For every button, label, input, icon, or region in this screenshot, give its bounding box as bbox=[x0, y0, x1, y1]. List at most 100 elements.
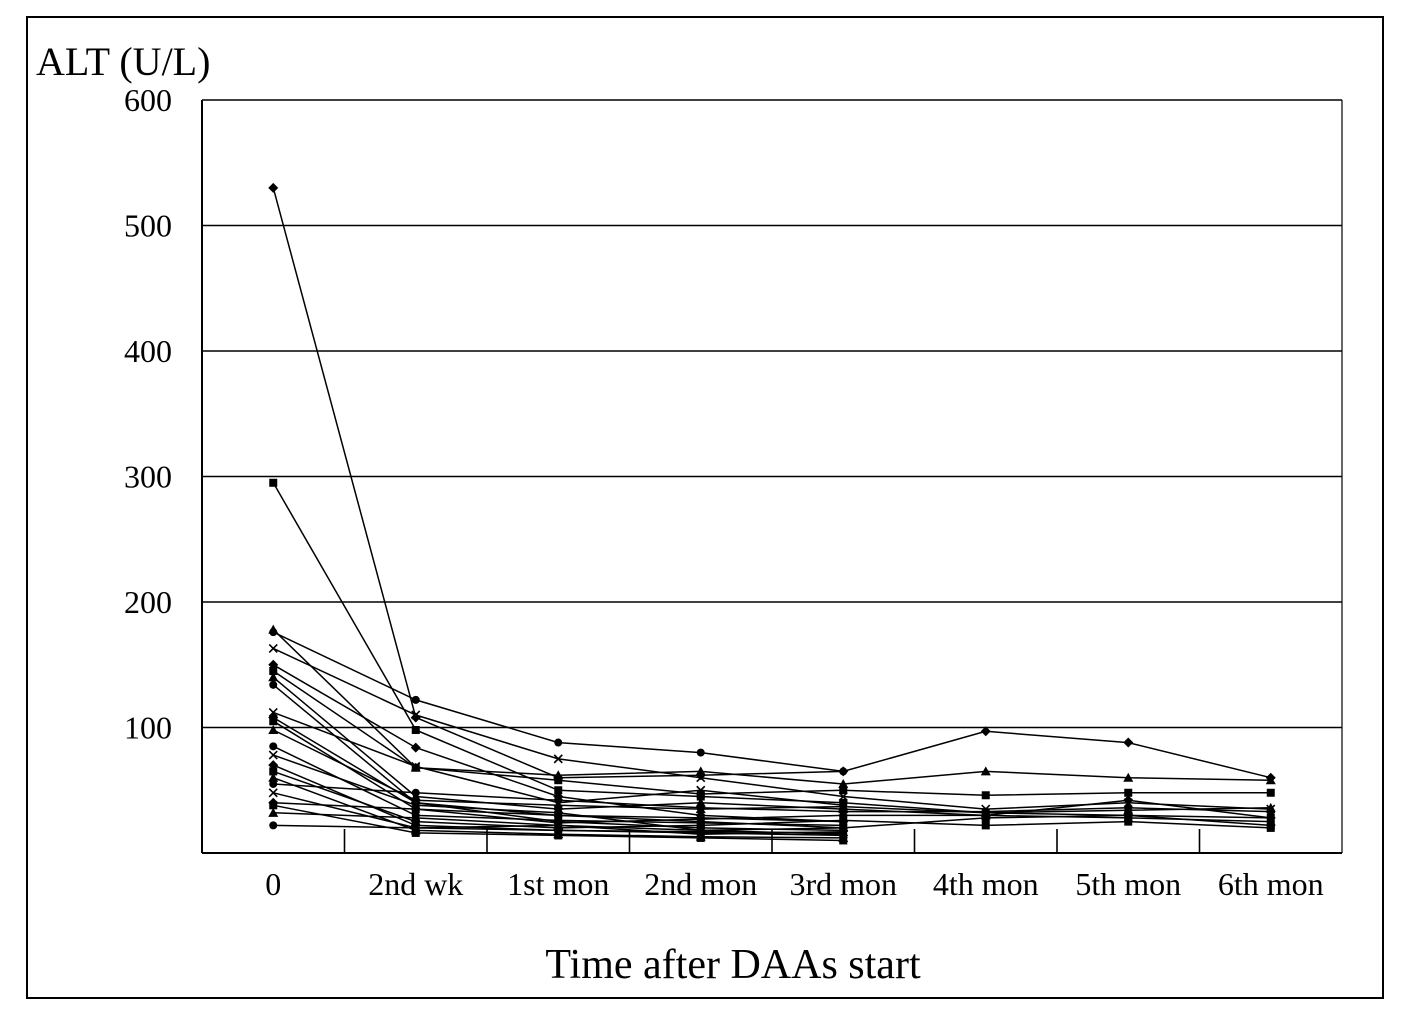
series-4 bbox=[269, 628, 848, 776]
data-point bbox=[1124, 817, 1133, 826]
series-line bbox=[273, 783, 1271, 813]
data-point bbox=[696, 821, 705, 830]
data-point bbox=[269, 767, 278, 776]
data-point bbox=[696, 833, 705, 842]
data-point bbox=[839, 828, 848, 837]
data-point bbox=[269, 779, 278, 788]
data-point bbox=[269, 717, 278, 726]
data-point bbox=[839, 816, 848, 825]
data-point bbox=[411, 710, 421, 720]
data-point bbox=[1266, 823, 1275, 832]
series-line bbox=[272, 631, 844, 773]
y-tick-label: 400 bbox=[124, 333, 172, 369]
data-point bbox=[1124, 803, 1133, 812]
data-point bbox=[839, 786, 848, 795]
x-tick-label: 5th mon bbox=[1075, 866, 1181, 902]
data-point bbox=[268, 807, 279, 817]
data-point bbox=[411, 788, 420, 797]
data-point bbox=[553, 820, 564, 830]
data-point bbox=[411, 823, 420, 832]
data-point bbox=[410, 742, 421, 753]
data-point bbox=[1265, 775, 1276, 785]
data-point bbox=[981, 791, 990, 800]
data-point bbox=[1123, 795, 1134, 806]
series-line bbox=[272, 676, 1271, 823]
data-point bbox=[1266, 788, 1275, 797]
data-point bbox=[410, 812, 421, 822]
y-tick-label: 500 bbox=[124, 208, 172, 244]
series-line bbox=[272, 720, 1271, 829]
series-24 bbox=[269, 821, 848, 837]
data-point bbox=[695, 797, 706, 807]
data-point bbox=[554, 831, 563, 840]
data-point bbox=[269, 801, 278, 810]
data-point bbox=[268, 750, 278, 760]
data-point bbox=[1124, 788, 1133, 797]
data-point bbox=[268, 672, 279, 682]
series-line bbox=[273, 799, 1271, 824]
data-point bbox=[554, 796, 563, 805]
data-point bbox=[839, 836, 848, 845]
chart-frame bbox=[26, 16, 1384, 999]
data-point bbox=[980, 726, 991, 737]
data-point bbox=[554, 826, 563, 835]
data-point bbox=[410, 804, 421, 815]
data-point bbox=[410, 712, 421, 723]
x-tick-label: 1st mon bbox=[507, 866, 609, 902]
data-point bbox=[1124, 811, 1133, 820]
data-point bbox=[268, 643, 278, 654]
series-line bbox=[272, 647, 1271, 810]
data-point bbox=[696, 773, 706, 783]
x-axis-label: Time after DAAs start bbox=[545, 942, 921, 988]
data-point bbox=[554, 811, 563, 820]
series-1 bbox=[268, 182, 1276, 783]
data-point bbox=[696, 785, 706, 795]
y-tick-label: 300 bbox=[124, 459, 172, 495]
series-line bbox=[272, 187, 1271, 779]
x-tick-label: 2nd wk bbox=[368, 866, 463, 902]
data-point bbox=[696, 790, 705, 799]
data-point bbox=[696, 827, 705, 836]
data-point bbox=[980, 810, 991, 821]
data-point bbox=[411, 761, 421, 771]
data-point bbox=[839, 767, 848, 776]
data-point bbox=[268, 725, 279, 735]
data-point bbox=[268, 707, 278, 718]
data-point bbox=[696, 803, 705, 812]
data-point bbox=[268, 788, 278, 798]
data-point bbox=[269, 478, 278, 487]
y-axis-label: ALT (U/L) bbox=[36, 39, 210, 84]
y-tick-label: 100 bbox=[124, 710, 172, 746]
x-tick-label: 3rd mon bbox=[789, 866, 897, 902]
data-point bbox=[554, 776, 563, 785]
data-point bbox=[1265, 812, 1276, 823]
data-point bbox=[268, 182, 279, 193]
series-7 bbox=[269, 667, 1275, 800]
data-point bbox=[838, 778, 849, 788]
data-point bbox=[269, 821, 278, 830]
series-line bbox=[273, 770, 1271, 829]
series-line bbox=[272, 729, 1271, 814]
series-line bbox=[272, 670, 1271, 797]
data-point bbox=[695, 814, 706, 825]
y-tick-label: 600 bbox=[124, 82, 172, 118]
data-point bbox=[980, 766, 991, 776]
tick-labels: 600 500 400 300 200 100 0 2nd wk 1st mon 2nd mon 3… bbox=[124, 82, 1324, 902]
data-point bbox=[554, 786, 563, 795]
data-point bbox=[268, 772, 279, 782]
axes bbox=[201, 100, 1343, 854]
data-point bbox=[981, 821, 990, 830]
data-point bbox=[411, 763, 420, 772]
series-line bbox=[272, 629, 1271, 785]
data-point bbox=[269, 742, 278, 751]
data-point bbox=[696, 748, 705, 757]
x-tick-label: 6th mon bbox=[1218, 866, 1324, 902]
data-point bbox=[1123, 737, 1134, 748]
y-tick-label: 200 bbox=[124, 584, 172, 620]
data-point bbox=[269, 628, 278, 637]
gridlines bbox=[202, 99, 1342, 729]
data-point bbox=[411, 695, 420, 704]
data-point bbox=[411, 726, 420, 735]
x-tick-label: 2nd mon bbox=[644, 866, 757, 902]
